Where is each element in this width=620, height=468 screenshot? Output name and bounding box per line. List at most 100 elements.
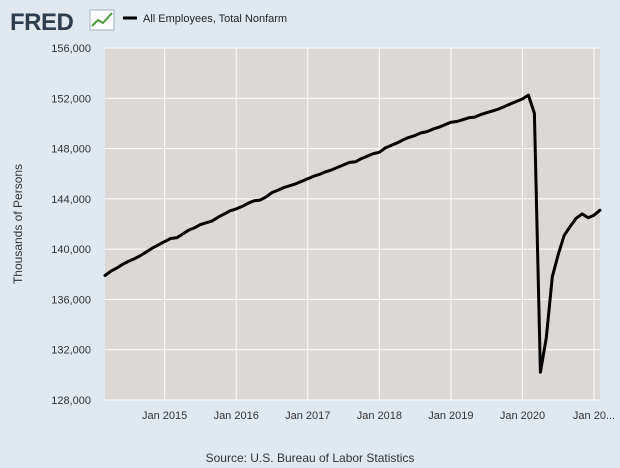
data-point — [205, 221, 208, 224]
y-tick-label: 136,000 — [51, 294, 91, 306]
data-point — [598, 209, 602, 212]
data-point — [151, 246, 154, 250]
data-point — [258, 198, 262, 202]
data-point — [521, 97, 524, 101]
data-point — [294, 182, 297, 185]
y-axis-ticks: 128,000 132,000 136,000 140,000 144,000 148,0… — [51, 43, 91, 407]
data-point — [187, 229, 190, 232]
x-tick-label: Jan 2019 — [428, 410, 473, 422]
data-point — [324, 170, 327, 173]
data-point — [300, 180, 303, 183]
data-point — [288, 184, 292, 187]
data-point — [223, 212, 226, 216]
data-point — [574, 217, 578, 220]
data-point — [413, 134, 417, 137]
data-point — [563, 234, 566, 237]
legend-label: All Employees, Total Nonfarm — [143, 13, 287, 25]
data-point — [419, 131, 423, 135]
data-point — [175, 236, 178, 239]
gridlines — [105, 47, 600, 401]
source-note: Source: U.S. Bureau of Labor Statistics — [206, 451, 415, 465]
data-point — [348, 161, 351, 164]
data-point — [360, 157, 363, 160]
plot-area — [105, 48, 600, 400]
data-point — [479, 113, 482, 116]
data-point — [527, 93, 530, 97]
data-point — [378, 151, 381, 154]
data-point — [372, 152, 375, 155]
data-point — [425, 130, 429, 133]
data-point — [330, 168, 333, 172]
data-point — [115, 266, 119, 270]
y-tick-label: 148,000 — [51, 144, 91, 156]
data-point — [181, 232, 184, 236]
data-point — [211, 219, 214, 223]
data-point — [276, 188, 280, 192]
data-point — [390, 144, 393, 147]
data-point — [235, 207, 238, 211]
data-point — [264, 195, 268, 199]
data-point — [246, 202, 250, 205]
data-point — [306, 177, 309, 180]
data-point — [121, 263, 125, 266]
data-point — [157, 243, 160, 246]
y-tick-label: 140,000 — [51, 244, 91, 256]
data-point — [491, 109, 494, 113]
data-point — [312, 175, 315, 178]
data-point — [354, 160, 357, 163]
data-point — [557, 253, 560, 256]
data-point — [431, 127, 435, 131]
data-point — [449, 121, 453, 124]
data-point — [473, 115, 476, 119]
data-point — [229, 209, 232, 212]
y-tick-label: 128,000 — [51, 395, 91, 407]
data-point — [551, 275, 554, 278]
data-point — [384, 146, 387, 150]
data-point — [485, 111, 488, 114]
data-point — [252, 199, 256, 202]
y-tick-label: 152,000 — [51, 93, 91, 105]
data-point — [241, 205, 244, 208]
data-point — [270, 191, 274, 194]
data-point — [163, 240, 166, 243]
data-point — [133, 257, 136, 260]
data-point — [193, 226, 196, 229]
data-point — [539, 371, 542, 374]
x-tick-label: Jan 2015 — [142, 410, 187, 422]
data-point — [127, 259, 131, 263]
x-tick-label: Jan 2020 — [500, 410, 545, 422]
x-tick-label: Jan 2018 — [357, 410, 402, 422]
data-point — [336, 166, 339, 169]
data-point — [497, 107, 500, 111]
data-point — [515, 100, 518, 103]
data-point — [342, 163, 345, 167]
data-point — [109, 269, 113, 273]
fred-chart-icon — [89, 9, 115, 31]
y-tick-label: 144,000 — [51, 194, 91, 206]
data-point — [455, 120, 459, 123]
data-point — [103, 274, 107, 277]
data-point — [217, 215, 220, 219]
data-point — [545, 336, 548, 339]
y-axis-title: Thousands of Persons — [11, 164, 25, 284]
x-axis-ticks: Jan 2015 Jan 2016 Jan 2017 Jan 2018 Jan 2019… — [142, 410, 615, 422]
data-point — [569, 225, 572, 228]
x-tick-label: Jan 2016 — [214, 410, 259, 422]
data-point — [580, 212, 584, 216]
y-tick-label: 132,000 — [51, 345, 91, 357]
data-point — [402, 138, 405, 141]
data-point — [139, 254, 142, 257]
fred-logo[interactable]: FRED — [10, 9, 115, 36]
data-point — [533, 112, 536, 115]
data-point — [199, 223, 202, 226]
data-point — [145, 250, 148, 253]
x-tick-label: Jan 20... — [573, 410, 615, 422]
data-point — [169, 237, 172, 240]
data-point — [437, 126, 441, 129]
data-point — [366, 154, 369, 158]
data-point — [443, 123, 447, 126]
y-tick-label: 156,000 — [51, 43, 91, 55]
data-point — [461, 118, 464, 121]
data-point — [586, 216, 590, 219]
